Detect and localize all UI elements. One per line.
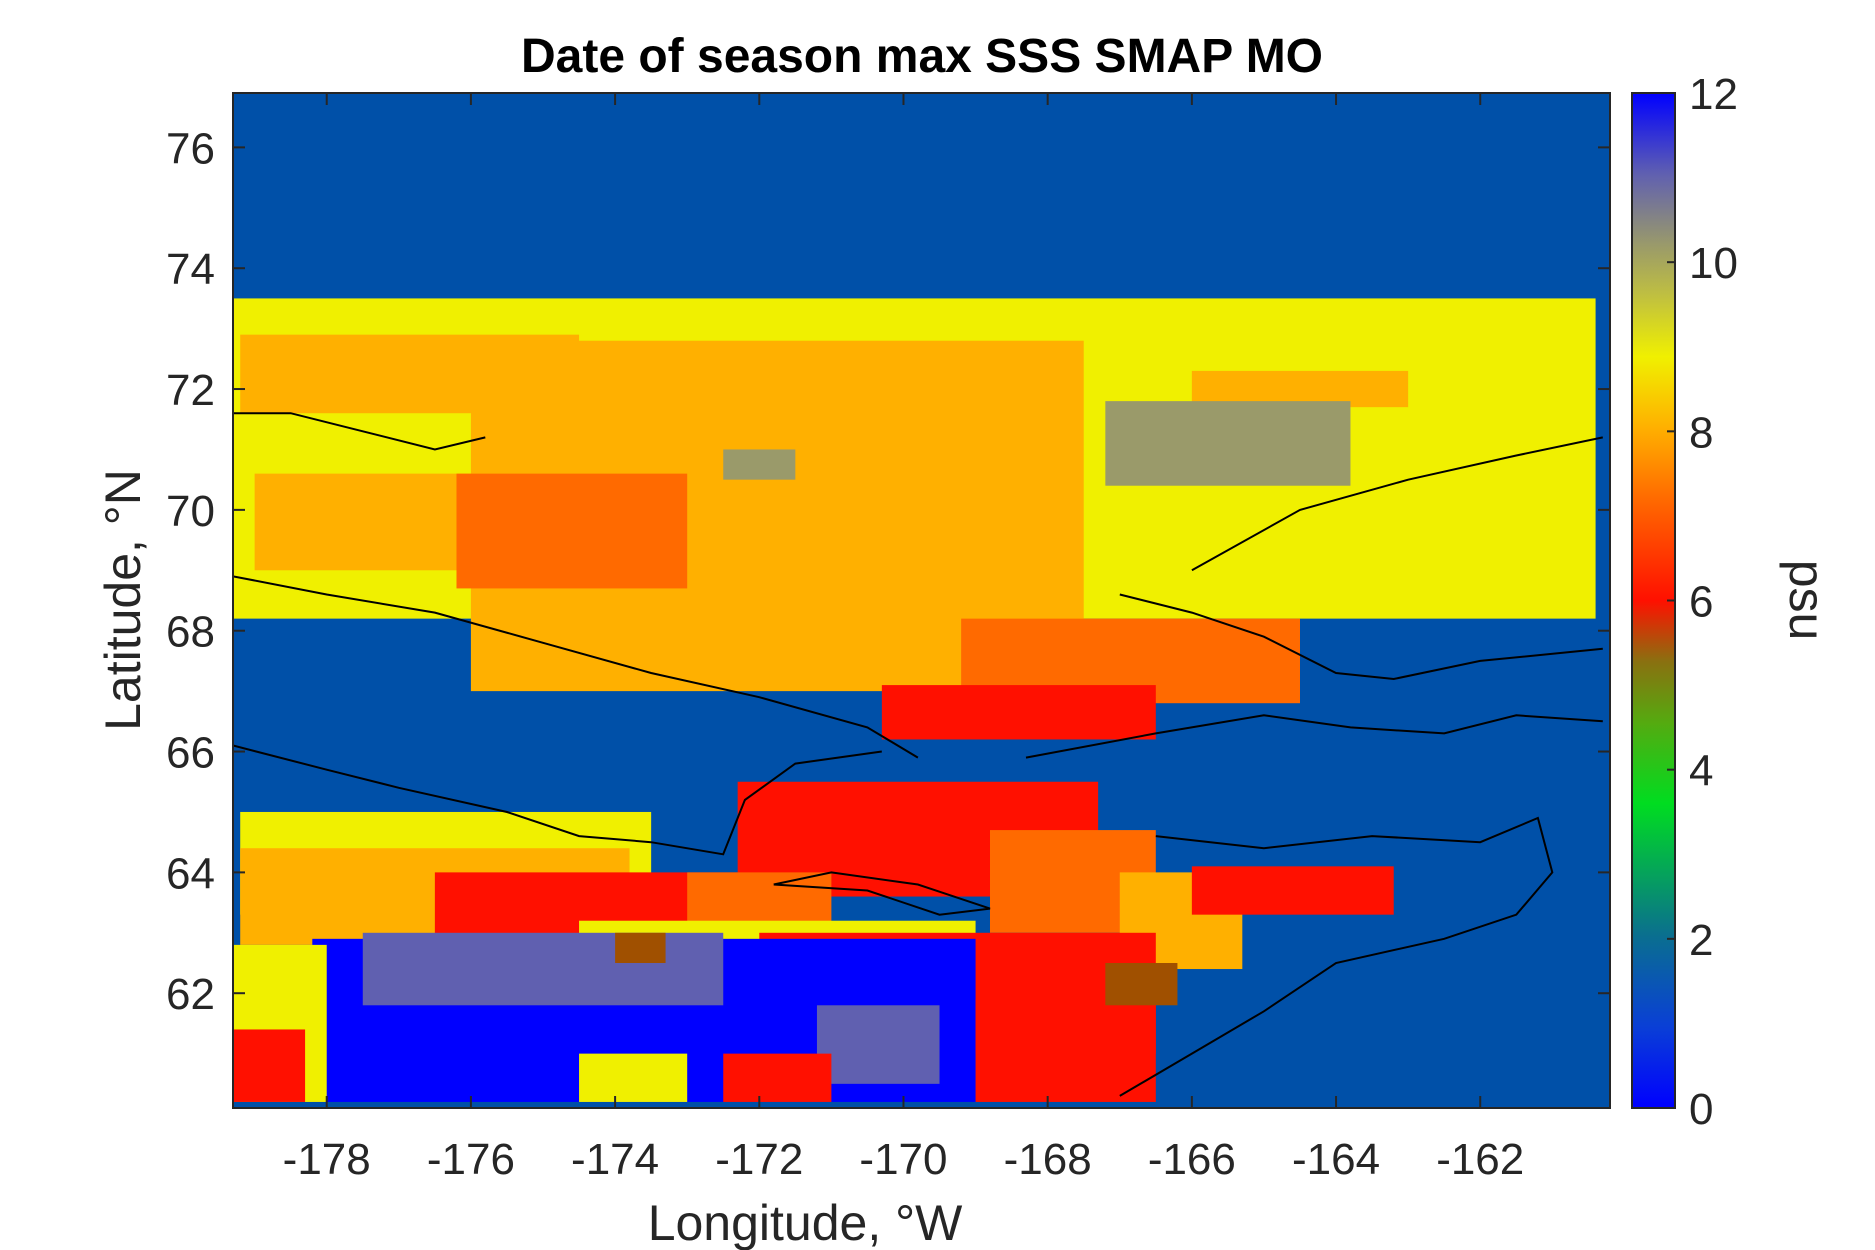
- heat-region: [816, 1005, 940, 1084]
- x-tick-label: -174: [571, 1135, 659, 1184]
- colorbar-tick-label: 10: [1689, 239, 1738, 288]
- heat-region: [362, 932, 724, 1006]
- coastline-segment: [1119, 593, 1603, 681]
- y-tick-label: 64: [166, 849, 215, 898]
- coastline-segment: [233, 412, 486, 451]
- coastline-segment: [1191, 436, 1604, 572]
- heat-region: [723, 449, 796, 480]
- y-tick-label: 76: [166, 124, 215, 173]
- x-tick-label: -172: [715, 1135, 803, 1184]
- plot-frame: [232, 92, 1611, 1109]
- heat-region: [975, 999, 1156, 1102]
- data-cells: [233, 298, 1596, 1102]
- colorbar-tick-label: 6: [1689, 578, 1713, 627]
- y-tick-label: 70: [166, 487, 215, 536]
- heat-region: [254, 473, 471, 571]
- y-tick-label: 68: [166, 608, 215, 657]
- heat-region: [1105, 963, 1178, 1006]
- coastline-segment: [233, 575, 919, 759]
- y-tick-label: 74: [166, 245, 215, 294]
- colorbar-tick-label: 2: [1689, 916, 1713, 965]
- heat-region: [456, 473, 688, 589]
- y-axis-label: Latitude, °N: [95, 469, 151, 731]
- chart-title: Date of season max SSS SMAP MO: [521, 30, 1323, 83]
- x-tick-label: -168: [1004, 1135, 1092, 1184]
- colorbar-tick-label: 8: [1689, 408, 1713, 457]
- coastline-segment: [1025, 714, 1603, 759]
- coastline-segment: [1119, 816, 1554, 1097]
- heat-region: [615, 932, 666, 963]
- colorbar-ticks: 0 2 4 6 8 10 12: [1667, 70, 1738, 1134]
- x-tick-label: -166: [1148, 1135, 1236, 1184]
- colorbar-tick-label: 12: [1689, 70, 1738, 119]
- y-tick-label: 62: [166, 970, 215, 1019]
- heat-region: [1191, 866, 1394, 915]
- y-tick-label: 72: [166, 366, 215, 415]
- coastline: [233, 412, 1604, 1097]
- heat-region: [881, 685, 1156, 740]
- x-tick-label: -162: [1436, 1135, 1524, 1184]
- heat-region: [579, 1053, 688, 1102]
- heat-region: [233, 1029, 306, 1102]
- x-tick-label: -178: [283, 1135, 371, 1184]
- heat-region: [1105, 401, 1351, 486]
- x-axis: -178 -176 -174 -172 -170 -168 -166 -164 -162: [283, 93, 1524, 1184]
- x-tick-label: -170: [859, 1135, 947, 1184]
- y-tick-label: 66: [166, 729, 215, 778]
- heat-region: [240, 334, 580, 414]
- heat-region: [723, 1053, 832, 1102]
- colorbar-label: psu: [1779, 560, 1835, 641]
- colorbar-tick-label: 4: [1689, 747, 1713, 796]
- x-axis-label: Longitude, °W: [648, 1195, 963, 1250]
- x-tick-label: -176: [427, 1135, 515, 1184]
- coastline-segment: [233, 744, 882, 856]
- x-tick-label: -164: [1292, 1135, 1380, 1184]
- colorbar-tick-label: 0: [1689, 1085, 1713, 1134]
- coastline-segment: [773, 871, 991, 916]
- y-axis: 62 64 66 68 70 72 74 76: [166, 124, 1610, 1019]
